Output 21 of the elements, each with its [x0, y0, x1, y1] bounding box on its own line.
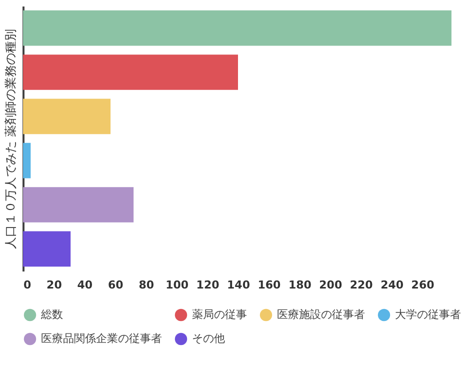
x-tick-label: 40 [77, 278, 93, 292]
legend-label: 大学の従事者 [395, 308, 461, 321]
x-tick-label: 120 [196, 278, 220, 292]
x-tick-label: 100 [166, 278, 189, 292]
x-tick-label: 0 [24, 278, 32, 292]
x-tick-label: 200 [319, 278, 342, 292]
x-tick-label: 140 [227, 278, 250, 292]
x-tick-label: 160 [258, 278, 282, 292]
x-tick-label: 20 [46, 278, 62, 292]
legend-label: 総数 [40, 308, 63, 321]
x-tick-label: 260 [411, 278, 435, 292]
legend-label: 薬局の従事 [192, 308, 247, 321]
x-tick-label: 60 [108, 278, 124, 292]
legend-label: 医療施設の従事者 [277, 308, 365, 321]
y-axis-title: 人口１０万人でみた 薬剤師の業務の種別 [4, 29, 18, 249]
x-tick-label: 80 [138, 278, 154, 292]
legend-label: 医療品関係企業の従事者 [41, 332, 162, 345]
x-tick-label: 180 [288, 278, 312, 292]
legend-label: その他 [192, 332, 225, 345]
x-tick-label: 220 [350, 278, 374, 292]
x-tick-label: 240 [380, 278, 404, 292]
